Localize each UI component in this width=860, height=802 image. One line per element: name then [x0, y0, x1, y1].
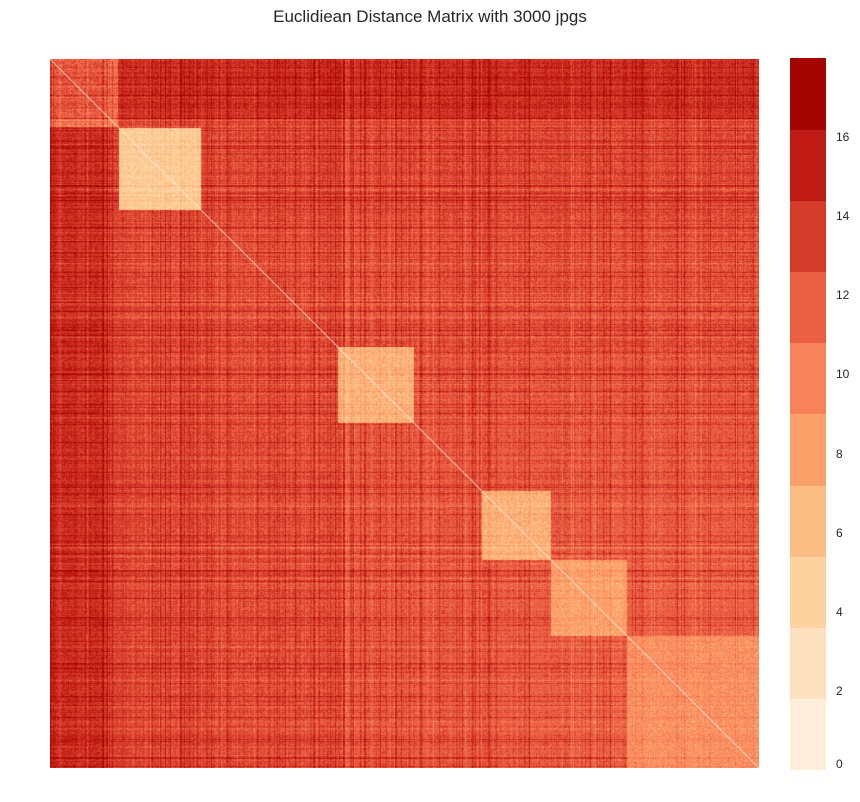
colorbar-tick-label: 12	[836, 288, 850, 303]
colorbar-segment	[790, 200, 826, 273]
colorbar-segment	[790, 129, 826, 201]
colorbar	[790, 58, 826, 771]
colorbar-tick-label: 2	[836, 683, 843, 698]
chart-title: Euclidiean Distance Matrix with 3000 jpg…	[273, 7, 587, 26]
colorbar-segment	[790, 698, 826, 771]
colorbar-tick-label: 10	[836, 367, 850, 382]
colorbar-segment	[790, 414, 826, 486]
colorbar-tick-label: 14	[836, 209, 850, 224]
colorbar-segment	[790, 271, 826, 344]
colorbar-segment	[790, 58, 826, 130]
colorbar-segment	[790, 342, 826, 415]
colorbar-tick-label: 0	[836, 757, 843, 771]
colorbar-tick-label: 8	[836, 446, 843, 461]
distance-matrix-heatmap	[50, 59, 759, 768]
colorbar-tick-label: 6	[836, 525, 843, 540]
colorbar-segment	[790, 627, 826, 700]
colorbar-tick-label: 16	[836, 130, 850, 145]
colorbar-tick-label: 4	[836, 604, 843, 619]
colorbar-segment	[790, 556, 826, 629]
colorbar-segment	[790, 485, 826, 557]
